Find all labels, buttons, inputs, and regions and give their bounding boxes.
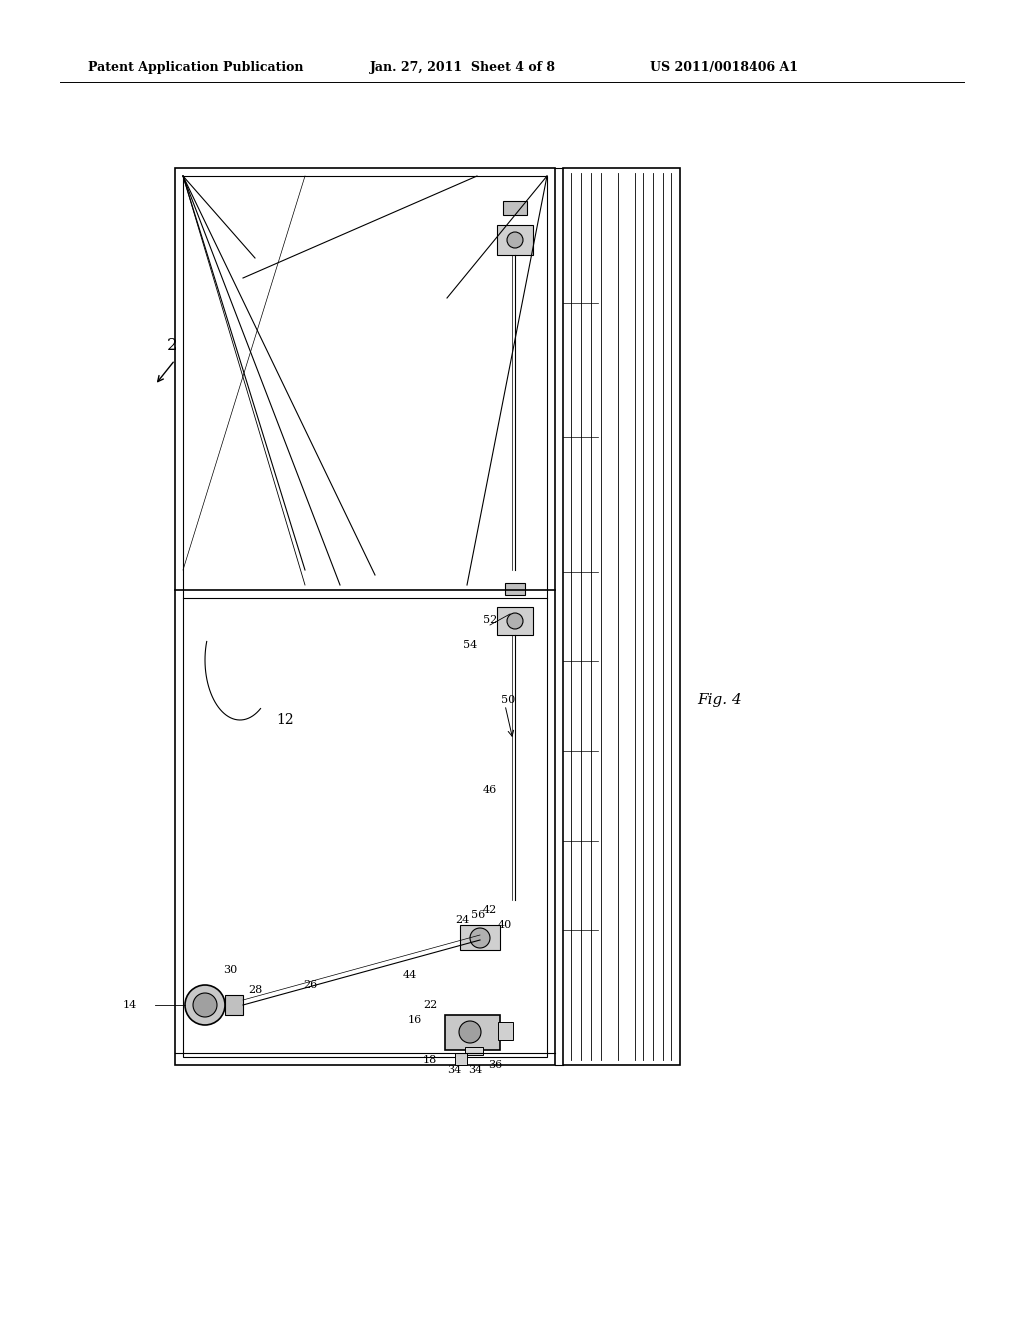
FancyBboxPatch shape: [225, 995, 243, 1015]
Circle shape: [507, 612, 523, 630]
Text: 36: 36: [487, 1060, 502, 1071]
FancyBboxPatch shape: [460, 925, 500, 950]
Text: 12: 12: [276, 713, 294, 727]
Text: 52: 52: [483, 615, 497, 624]
Text: 42: 42: [483, 906, 497, 915]
Text: Patent Application Publication: Patent Application Publication: [88, 62, 303, 74]
Text: 18: 18: [423, 1055, 437, 1065]
Text: Fig. 4: Fig. 4: [697, 693, 742, 708]
Text: 34: 34: [446, 1065, 461, 1074]
FancyBboxPatch shape: [503, 201, 527, 215]
FancyBboxPatch shape: [465, 1047, 483, 1055]
Text: Jan. 27, 2011  Sheet 4 of 8: Jan. 27, 2011 Sheet 4 of 8: [370, 62, 556, 74]
FancyBboxPatch shape: [505, 583, 525, 595]
Text: 22: 22: [423, 1001, 437, 1010]
Text: 24: 24: [455, 915, 469, 925]
FancyBboxPatch shape: [497, 224, 534, 255]
Circle shape: [470, 928, 490, 948]
Text: 40: 40: [498, 920, 512, 931]
Text: 28: 28: [248, 985, 262, 995]
Circle shape: [507, 232, 523, 248]
Text: 2: 2: [167, 337, 177, 354]
Text: 46: 46: [483, 785, 497, 795]
FancyBboxPatch shape: [445, 1015, 500, 1049]
Circle shape: [185, 985, 225, 1026]
Text: 16: 16: [408, 1015, 422, 1026]
Circle shape: [459, 1020, 481, 1043]
Text: 34: 34: [468, 1065, 482, 1074]
Text: 30: 30: [223, 965, 238, 975]
Circle shape: [193, 993, 217, 1016]
FancyBboxPatch shape: [498, 1022, 513, 1040]
FancyBboxPatch shape: [455, 1053, 467, 1065]
FancyBboxPatch shape: [497, 607, 534, 635]
Text: 50: 50: [501, 696, 515, 705]
Text: 56: 56: [471, 909, 485, 920]
Text: 44: 44: [402, 970, 417, 979]
Text: 14: 14: [123, 1001, 137, 1010]
Text: 26: 26: [303, 979, 317, 990]
Text: US 2011/0018406 A1: US 2011/0018406 A1: [650, 62, 798, 74]
Text: 54: 54: [463, 640, 477, 649]
